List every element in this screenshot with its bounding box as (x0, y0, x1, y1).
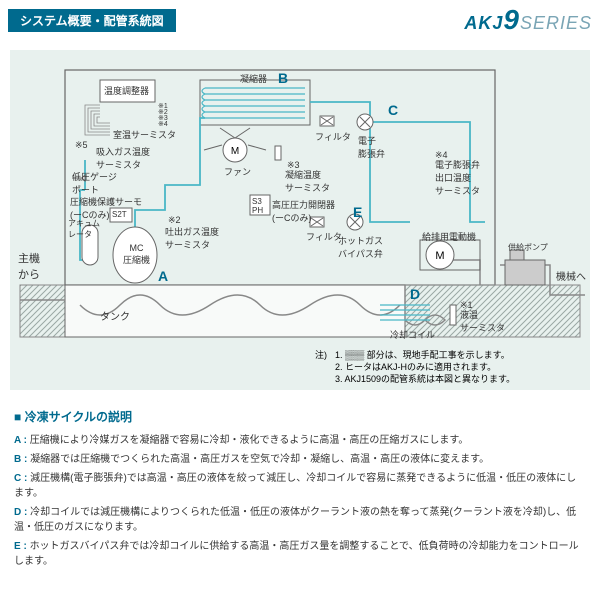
sig-ref4: ※4 (158, 120, 168, 128)
label-temp-regulator: 温度調整器 (104, 84, 149, 97)
label-s2t: S2T (112, 210, 127, 219)
label-filter1: フィルタ (315, 130, 351, 143)
diagram-container: M (0, 40, 600, 400)
piping-diagram: M (10, 50, 590, 390)
description-section: ■ 冷凍サイクルの説明 A : 圧縮機により冷媒ガスを凝縮器で容易に冷却・液化で… (0, 400, 600, 579)
header: システム概要・配管系統図 AKJ9SERIES (0, 0, 600, 40)
svg-text:M: M (435, 250, 444, 262)
label-ref5: ※5 (75, 140, 88, 151)
label-supply-pump: 供給ポンプ (508, 242, 548, 253)
label-discharge-th: 吐出ガス温度 サーミスタ (165, 225, 219, 251)
marker-c: C (388, 102, 398, 118)
page-title: システム概要・配管系統図 (8, 9, 176, 32)
label-ev-out-th: 電子膨張弁 出口温度 サーミスタ (435, 158, 480, 197)
desc-d: D : 冷却コイルでは減圧機構によりつくられた低温・低圧の液体がクーラント液の熱… (14, 503, 586, 533)
desc-title: ■ 冷凍サイクルの説明 (14, 408, 586, 425)
label-cool-coil: 冷却コイル (390, 328, 435, 341)
label-ev: 電子 膨張弁 (358, 134, 385, 160)
marker-b: B (278, 70, 288, 86)
marker-d: D (410, 286, 420, 302)
label-s3ph: S3 PH (252, 197, 263, 215)
desc-c: C : 減圧機構(電子膨張弁)では高温・高圧の液体を絞って減圧し、冷却コイルで容… (14, 469, 586, 499)
label-main-from: 主機 から (18, 250, 40, 282)
label-filter2: フィルタ (306, 230, 342, 243)
svg-text:M: M (231, 146, 239, 157)
note-3: 3. AKJ1509の配管系統は本図と異なります。 (335, 372, 515, 385)
series-badge: AKJ9SERIES (464, 4, 592, 36)
label-accumulator: アキュム レータ (68, 218, 100, 240)
label-pump: 給排用電動機 (422, 230, 476, 243)
label-cond-th: 凝縮温度 サーミスタ (285, 168, 330, 194)
label-to-machine: 機械へ (556, 268, 586, 283)
label-intake-gas-th: 吸入ガス温度 サーミスタ (96, 145, 150, 171)
marker-e: E (353, 204, 362, 220)
label-liq-th: 液温 サーミスタ (460, 308, 505, 334)
label-hotgas: ホットガス バイパス弁 (338, 234, 383, 260)
marker-a: A (158, 268, 168, 284)
desc-a: A : 圧縮機により冷媒ガスを凝縮器で容易に冷却・液化できるように高温・高圧の圧… (14, 431, 586, 446)
desc-b: B : 凝縮器では圧縮機でつくられた高温・高圧ガスを空気で冷却・凝縮し、高温・高… (14, 450, 586, 465)
label-condenser: 凝縮器 (240, 72, 267, 85)
desc-e: E : ホットガスバイパス弁では冷却コイルに供給する高温・高圧ガス量を調整するこ… (14, 537, 586, 567)
label-room-thermistor: 室温サーミスタ (113, 128, 176, 141)
label-mc-compressor: MC 圧縮機 (123, 243, 150, 266)
label-fan: ファン (224, 165, 251, 178)
note-head: 注) (315, 348, 327, 361)
label-lp-gauge: 低圧ゲージ ポート (72, 170, 117, 196)
label-hp-switch: 高圧圧力開閉器 (ーCのみ) (272, 198, 335, 224)
label-tank: タンク (100, 308, 130, 323)
